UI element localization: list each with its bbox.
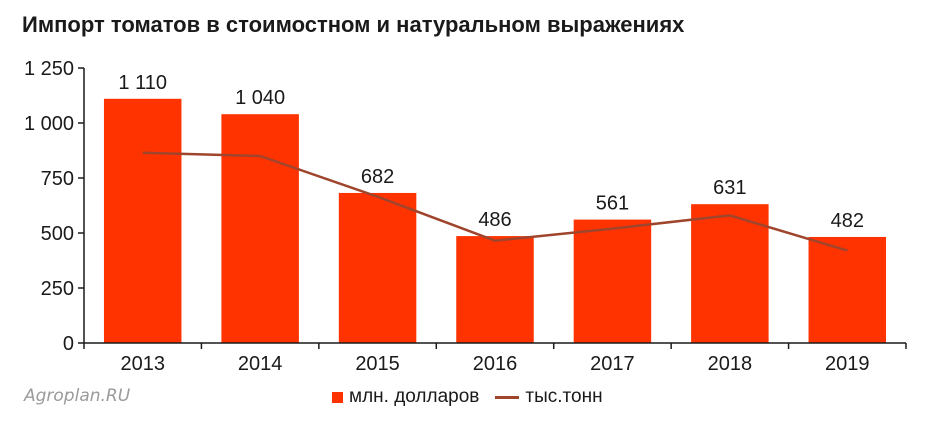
legend: млн. долларов тыс.тонн: [332, 386, 619, 408]
y-tick-label: 1 000: [24, 113, 74, 135]
bar-2016: [456, 236, 534, 343]
watermark-text: Agroplan.RU: [24, 386, 131, 406]
y-tick-label: 750: [41, 168, 74, 190]
legend-swatch-bar: [332, 391, 343, 403]
bar-2014: [221, 114, 299, 343]
x-tick-label-2013: 2013: [120, 353, 165, 375]
y-tick-label: 0: [63, 333, 74, 355]
x-tick-label-2015: 2015: [355, 353, 400, 375]
bar-2015: [338, 192, 417, 343]
data-label-2016: 486: [478, 209, 511, 231]
x-tick-label-2017: 2017: [590, 353, 635, 375]
x-tick-label-2014: 2014: [238, 353, 283, 375]
bar-2013: [103, 98, 182, 343]
data-label-2014: 1 040: [235, 87, 285, 109]
data-label-2017: 561: [596, 193, 629, 215]
x-tick-label-2018: 2018: [708, 353, 753, 375]
data-label-2015: 682: [361, 166, 394, 188]
x-tick-label-2016: 2016: [473, 353, 518, 375]
data-label-2019: 482: [831, 210, 864, 232]
legend-label-bar: млн. долларов: [349, 386, 480, 407]
y-tick-label: 500: [41, 223, 74, 245]
x-tick-label-2019: 2019: [825, 353, 870, 375]
y-tick-label: 1 250: [24, 58, 74, 80]
chart-title: Импорт томатов в стоимостном и натуральн…: [22, 12, 685, 37]
y-tick-label: 250: [41, 278, 74, 300]
bar-2018: [691, 204, 769, 343]
legend-label-line: тыс.тонн: [525, 386, 603, 407]
legend-swatch-line: [495, 395, 520, 399]
bar-2019: [808, 236, 887, 343]
bar-2017: [573, 219, 652, 343]
data-label-2018: 631: [713, 177, 746, 199]
legend-item-bar: млн. долларов: [332, 386, 479, 408]
legend-item-line: тыс.тонн: [495, 386, 603, 408]
data-label-2013: 1 110: [118, 72, 167, 94]
